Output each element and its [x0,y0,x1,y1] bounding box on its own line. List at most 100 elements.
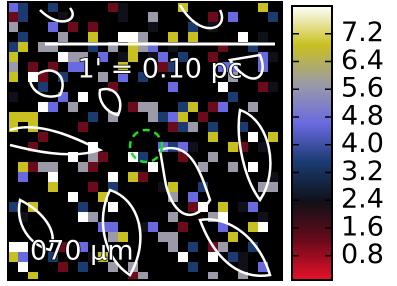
image-pixel [218,202,228,212]
image-pixel [58,52,68,62]
image-pixel [118,32,128,42]
image-pixel [168,182,178,192]
image-pixel [118,12,128,22]
colorbar-tick-label: 7.2 [341,17,384,48]
colorbar-tick-label: 5.6 [341,73,384,104]
image-pixel [168,32,178,42]
image-pixel [178,222,188,232]
image-pixel [258,82,268,92]
image-pixel [48,182,58,192]
image-pixel [228,12,238,22]
image-pixel [188,192,198,202]
image-pixel [48,22,58,32]
colorbar-tick-label: 2.4 [341,184,384,215]
image-pixel [8,122,18,132]
image-pixel [18,262,28,272]
image-pixel [8,112,18,122]
image-pixel [208,122,218,132]
image-pixel [68,102,78,112]
image-pixel [18,162,28,172]
image-pixel [78,122,88,132]
image-pixel [228,252,238,262]
image-pixel [168,212,178,222]
colorbar-tick-label: 0.8 [341,239,384,270]
image-pixel [188,122,198,132]
image-pixel [128,32,138,42]
image-pixel [48,162,58,172]
image-pixel [258,212,268,222]
image-pixel [28,62,38,72]
band-label: 070 μm [30,236,134,267]
image-pixel [78,162,88,172]
image-pixel [158,112,168,122]
image-pixel [78,202,88,212]
image-pixel [38,132,48,142]
image-pixel [108,2,118,12]
image-pixel [268,82,278,92]
image-pixel [138,172,148,182]
image-pixel [148,22,158,32]
image-pixel [188,262,198,272]
image-pixel [228,162,238,172]
image-pixel [188,102,198,112]
image-pixel [18,12,28,22]
image-pixel [208,152,218,162]
image-pixel [188,142,198,152]
image-pixel [38,82,48,92]
image-pixel [108,222,118,232]
image-pixel [178,122,188,132]
image-pixel [248,102,258,112]
image-pixel [48,102,58,112]
image-pixel [138,32,148,42]
image-pixel [8,22,18,32]
figure: 1' = 0.10 pc 070 μm 0.81.62.43.24.04.85.… [0,0,397,282]
image-pixel [218,242,228,252]
image-pixel [268,12,278,22]
image-pixel [228,92,238,102]
image-pixel [218,102,228,112]
image-pixel [8,52,18,62]
image-pixel [168,242,178,252]
image-pixel [8,2,18,12]
image-pixel [168,112,178,122]
image-pixel [68,192,78,202]
image-pixel [8,252,18,262]
image-pixel [38,162,48,172]
image-pixel [178,252,188,262]
image-pixel [8,92,18,102]
image-pixel [68,22,78,32]
colorbar [292,6,332,280]
image-pixel [178,102,188,112]
image-pixel [258,222,268,232]
image-pixel [108,172,118,182]
image-pixel [138,102,148,112]
image-pixel [108,202,118,212]
image-pixel [48,2,58,12]
image-pixel [78,92,88,102]
image-pixel [188,32,198,42]
image-pixel [268,182,278,192]
image-pixel [88,182,98,192]
image-pixel [248,132,258,142]
colorbar-tick-label: 3.2 [341,156,384,187]
image-pixel [248,222,258,232]
image-pixel [128,102,138,112]
image-pixel [58,32,68,42]
image-pixel [178,112,188,122]
colorbar-tick-label: 4.8 [341,100,384,131]
image-pixel [148,162,158,172]
colorbar-tick-label: 1.6 [341,211,384,242]
image-pixel [248,202,258,212]
image-pixel [188,242,198,252]
image-pixel [188,202,198,212]
image-pixel [18,172,28,182]
image-pixel [148,102,158,112]
colorbar-tick-label: 6.4 [341,45,384,76]
image-pixel [168,122,178,132]
image-pixel [8,72,18,82]
image-pixel [208,102,218,112]
image-pixel [148,112,158,122]
colorbar-tick-label: 4.0 [341,128,384,159]
image-pixel [18,112,28,122]
image-pixel [8,12,18,22]
